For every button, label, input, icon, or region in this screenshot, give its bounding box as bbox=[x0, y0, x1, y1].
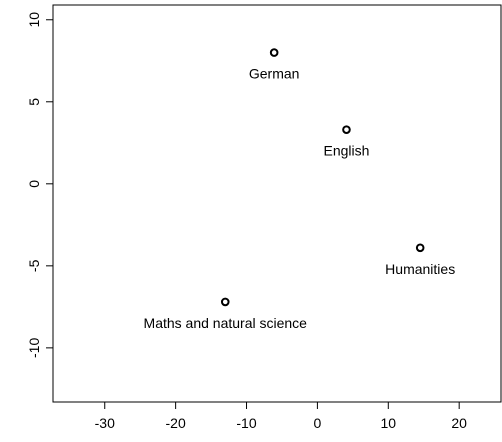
x-tick-label: 20 bbox=[451, 415, 467, 431]
y-tick-label: 0 bbox=[26, 180, 42, 188]
point bbox=[342, 125, 351, 134]
y-tick-label: 5 bbox=[26, 98, 42, 106]
y-tick-label: -10 bbox=[26, 338, 42, 358]
x-tick-label: -30 bbox=[95, 415, 115, 431]
y-tick-label: 10 bbox=[26, 12, 42, 28]
point-label: Maths and natural science bbox=[144, 315, 308, 331]
plot-box bbox=[52, 4, 502, 403]
point-label: German bbox=[249, 66, 300, 82]
point-label: Humanities bbox=[385, 261, 455, 277]
x-tick-label: -10 bbox=[236, 415, 256, 431]
point bbox=[269, 48, 279, 57]
y-tick-label: -5 bbox=[26, 259, 42, 272]
point-label: English bbox=[324, 143, 370, 159]
x-tick-label: 10 bbox=[381, 415, 397, 431]
x-tick-label: -20 bbox=[166, 415, 186, 431]
x-tick-label: 0 bbox=[314, 415, 322, 431]
point bbox=[220, 297, 230, 307]
point bbox=[415, 243, 425, 253]
